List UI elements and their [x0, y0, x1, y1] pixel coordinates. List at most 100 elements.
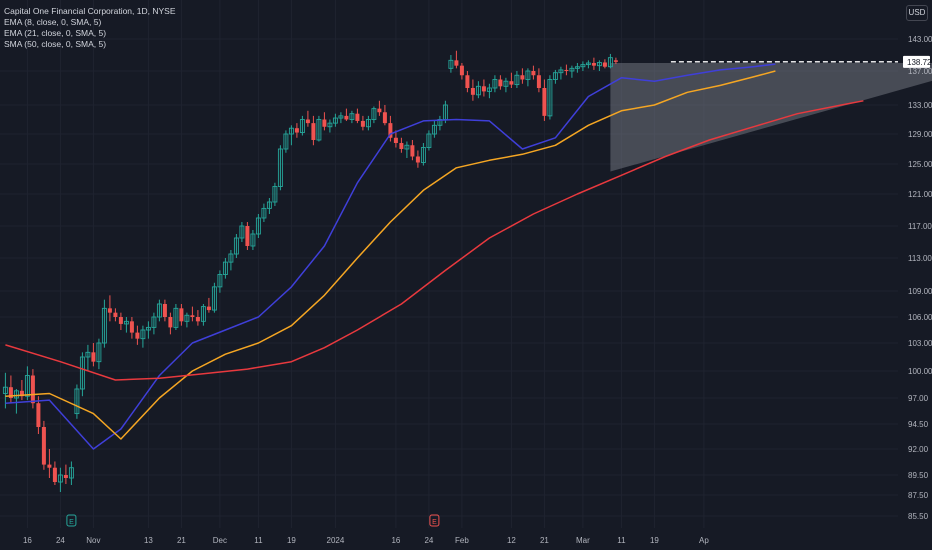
candle-body — [74, 388, 80, 415]
price-tick-label: 100.00 — [908, 367, 932, 376]
candle-body — [459, 65, 464, 76]
candle-body — [294, 128, 299, 133]
candle-body — [101, 307, 107, 344]
candle-body — [118, 317, 123, 324]
sma50-line — [5, 100, 864, 381]
candle-body — [431, 124, 437, 135]
price-tick-label: 89.50 — [908, 471, 929, 480]
candle-body — [454, 60, 459, 66]
candle-body — [360, 120, 365, 127]
candle-body — [255, 217, 261, 235]
current-price-tag — [903, 55, 930, 68]
candle-body — [173, 307, 179, 328]
candle-body — [531, 71, 536, 76]
candle-body — [19, 390, 24, 397]
current-price-label: 138.72 — [907, 58, 932, 67]
candle-body — [145, 326, 151, 331]
candle-body — [558, 69, 564, 74]
grid — [0, 0, 898, 528]
price-tick-label: 113.00 — [908, 254, 932, 263]
candle-body — [332, 117, 338, 124]
candle-body — [13, 390, 19, 399]
candle-body — [574, 66, 580, 69]
price-tick-label: 117.00 — [908, 222, 932, 231]
candle-body — [245, 226, 250, 246]
candle-body — [68, 467, 74, 479]
date-tick-label: Ap — [699, 536, 709, 545]
symbol-title[interactable]: Capital One Financial Corporation, 1D, N… — [4, 6, 176, 16]
candle-body — [591, 63, 596, 66]
candle-body — [250, 233, 256, 247]
candle-body — [30, 375, 35, 404]
candle-body — [107, 308, 112, 313]
candle-body — [514, 74, 520, 86]
candle-body — [272, 186, 278, 203]
currency-button[interactable]: USD — [906, 5, 928, 21]
earnings-marker — [66, 514, 77, 527]
candle-body — [344, 115, 349, 120]
price-tick-label: 97.00 — [908, 394, 929, 403]
candle-body — [365, 119, 371, 128]
price-tick-label: 87.50 — [908, 491, 929, 500]
candle-body — [316, 119, 322, 141]
candle-body — [162, 304, 167, 317]
date-tick-label: 13 — [144, 536, 153, 545]
price-tick-label: 85.50 — [908, 512, 929, 521]
indicator-sma50[interactable]: SMA (50, close, 0, SMA, 5) — [4, 39, 107, 49]
candle-body — [52, 467, 57, 482]
candle-body — [283, 133, 289, 150]
candle-body — [465, 75, 470, 88]
candle-body — [602, 62, 607, 67]
date-tick-label: Dec — [213, 536, 227, 545]
candle-body — [261, 207, 267, 219]
candle-body — [228, 253, 234, 263]
candle-body — [123, 320, 129, 325]
candle-body — [475, 85, 481, 96]
date-tick-label: 16 — [23, 536, 32, 545]
candle-body — [200, 306, 206, 322]
candle-body — [57, 474, 63, 483]
price-tick-label: 137.00 — [908, 67, 932, 76]
indicator-ema21[interactable]: EMA (21, close, 0, SMA, 5) — [4, 28, 107, 38]
price-tick-label: 133.00 — [908, 101, 932, 110]
time-axis[interactable]: 16 24 Nov 13 21 Dec 11 19 2024 16 24 Feb 12 21 Mar 11 19… — [23, 536, 709, 545]
candle-body — [355, 113, 360, 121]
candle-body — [206, 306, 211, 311]
candle-body — [85, 351, 91, 358]
price-axis[interactable]: 143.00 137.00 133.00 129.00 125.00 121.00 117.… — [903, 35, 932, 521]
date-tick-label: 2024 — [327, 536, 345, 545]
candle-body — [564, 69, 569, 71]
price-tick-label: 94.50 — [908, 420, 929, 429]
candle-body — [211, 286, 217, 311]
candle-body — [569, 67, 575, 72]
date-tick-label: 21 — [540, 536, 549, 545]
candle-body — [580, 64, 586, 68]
price-tick-label: 103.00 — [908, 339, 932, 348]
triangle-shape — [610, 63, 932, 172]
date-tick-label: Nov — [86, 536, 100, 545]
chart-legend: Capital One Financial Corporation, 1D, N… — [4, 6, 176, 50]
date-tick-label: Feb — [455, 536, 469, 545]
candle-body — [277, 148, 283, 187]
date-tick-label: Mar — [576, 536, 590, 545]
candle-body — [222, 261, 228, 275]
candle-body — [338, 115, 344, 119]
candle-body — [503, 80, 509, 87]
candle-body — [410, 145, 415, 157]
candle-body — [63, 475, 68, 478]
candle-body — [520, 75, 525, 80]
candle-body — [184, 314, 190, 322]
candle-body — [448, 59, 454, 69]
candle-body — [399, 143, 404, 149]
date-tick-label: 24 — [56, 536, 65, 545]
candle-body — [24, 375, 30, 397]
candle-body — [382, 112, 387, 124]
moving-averages — [5, 61, 898, 450]
candle-body — [151, 316, 157, 328]
triangle-pattern — [610, 63, 932, 172]
indicator-ema8[interactable]: EMA (8, close, 0, SMA, 5) — [4, 17, 102, 27]
candle-body — [486, 87, 492, 92]
candles — [2, 50, 618, 492]
